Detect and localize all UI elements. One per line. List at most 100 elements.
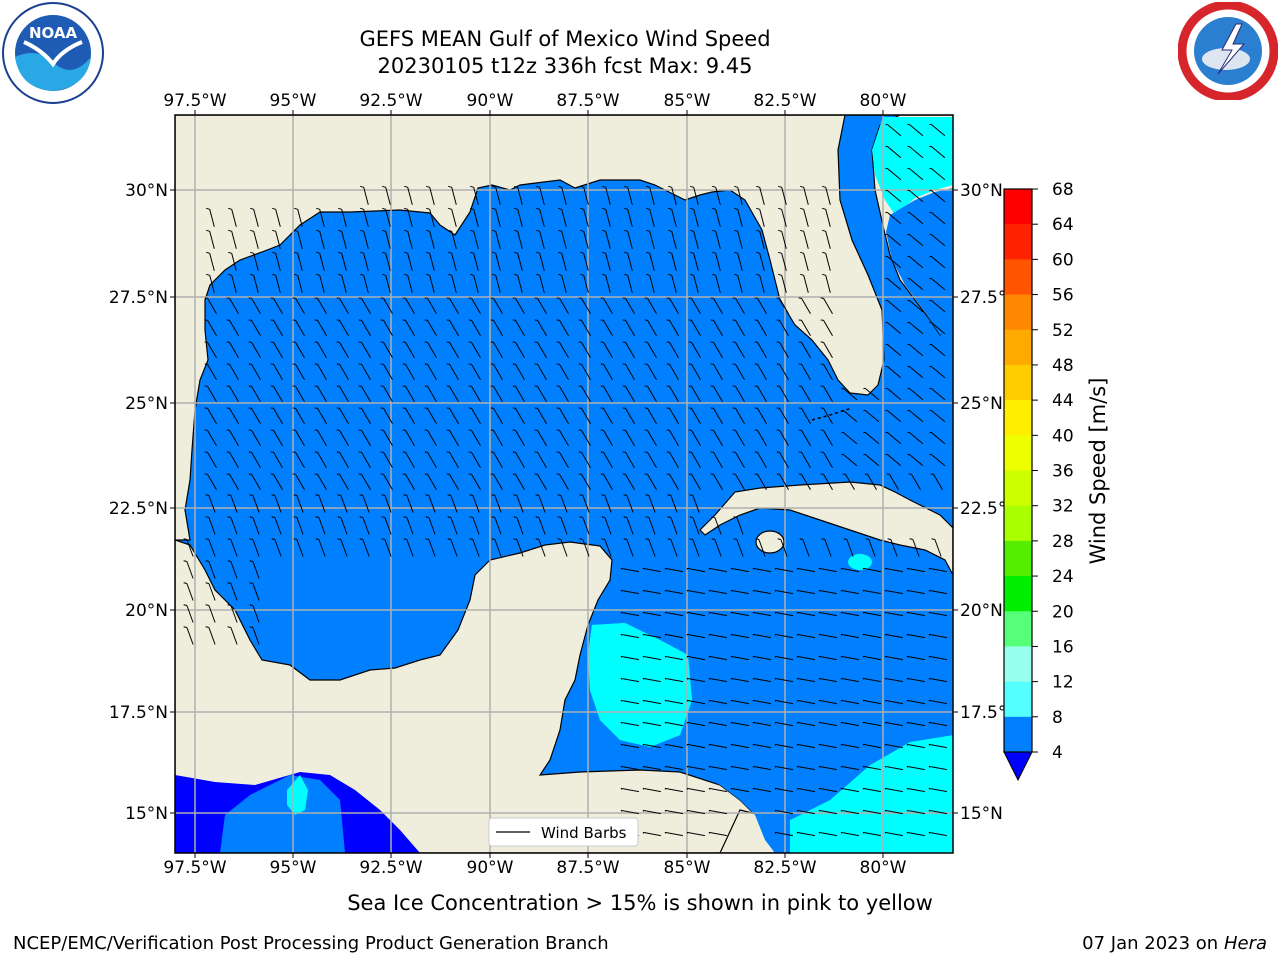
map-area: Wind Barbs — [175, 115, 953, 853]
wind-barb — [536, 229, 545, 249]
wind-barb — [492, 207, 501, 227]
wind-barb — [622, 473, 635, 491]
wind-barb — [818, 787, 837, 793]
wind-barb — [622, 385, 635, 403]
wind-barb — [204, 473, 217, 491]
land-isle-2 — [755, 530, 785, 554]
wind-barb — [774, 589, 793, 595]
wind-barb — [754, 319, 767, 337]
wind-barb — [205, 582, 216, 601]
wind-barb — [248, 385, 261, 403]
wind-barb — [448, 229, 457, 249]
wind-barb — [249, 560, 260, 579]
wind-barb — [469, 538, 480, 557]
wind-barb — [908, 473, 921, 491]
wind-barb — [646, 229, 655, 249]
wind-barb — [336, 429, 349, 447]
wind-barb — [426, 273, 435, 293]
wind-barb — [756, 185, 765, 205]
chart-title: GEFS MEAN Gulf of Mexico Wind Speed — [359, 27, 771, 51]
wind-barb — [774, 743, 793, 749]
wind-barb — [884, 633, 903, 639]
wind-barb — [534, 341, 547, 359]
wind-barb — [774, 787, 793, 793]
wind-barb — [798, 451, 811, 469]
wind-barb — [513, 494, 524, 513]
wind-barb — [578, 407, 591, 425]
wind-barb — [270, 385, 283, 403]
wind-barb — [840, 633, 859, 639]
wind-barb — [358, 297, 371, 315]
wind-barb — [754, 385, 767, 403]
wind-barb — [294, 251, 303, 271]
wind-barb — [468, 341, 481, 359]
legend-label: Wind Barbs — [541, 824, 627, 842]
wind-barb — [688, 473, 701, 491]
wind-barb — [820, 429, 833, 447]
wind-barb — [315, 538, 326, 557]
sea-ice-note: Sea Ice Concentration > 15% is shown in … — [347, 891, 933, 915]
wind-barb — [929, 145, 946, 159]
wind-barb — [227, 582, 238, 601]
wind-barb — [600, 341, 613, 359]
wind-barb — [864, 473, 877, 491]
wind-barb — [642, 567, 661, 573]
wind-barb — [314, 407, 327, 425]
wind-barb — [534, 407, 547, 425]
wind-barb — [536, 251, 545, 271]
wind-barb — [623, 538, 634, 557]
wind-barb — [250, 229, 259, 249]
wind-barb — [271, 494, 282, 513]
wind-barb — [778, 251, 787, 271]
wind-barb — [774, 611, 793, 617]
wind-barb — [270, 319, 283, 337]
wind-barb — [666, 473, 679, 491]
land-cuba — [699, 481, 953, 576]
lon-tick-top: 97.5°W — [163, 91, 226, 111]
wind-barb — [556, 451, 569, 469]
wind-barb — [226, 385, 239, 403]
wind-barb — [204, 451, 217, 469]
wind-barb — [906, 743, 925, 749]
wind-barb — [226, 429, 239, 447]
wind-barb — [600, 385, 613, 403]
wind-barb — [885, 321, 902, 335]
wind-barb — [664, 633, 683, 639]
colorbar-tick: 28 — [1052, 532, 1074, 552]
wind-barb — [778, 229, 787, 249]
wind-barb — [664, 743, 683, 749]
wind-barb — [382, 251, 391, 271]
wind-barb — [534, 429, 547, 447]
colorbar-tick: 52 — [1052, 321, 1074, 341]
wind-barb — [712, 251, 721, 271]
wind-barb — [381, 494, 392, 513]
wind-barb — [338, 251, 347, 271]
lat-tick-right: 27.5° — [960, 288, 1006, 308]
wind-barb — [668, 273, 677, 293]
wind-barb — [204, 385, 217, 403]
wind-barb — [360, 251, 369, 271]
wind-barb — [907, 233, 924, 247]
wind-barb — [446, 385, 459, 403]
wind-barb — [929, 453, 946, 467]
wind-barb — [314, 363, 327, 381]
wind-barb — [820, 297, 833, 315]
wind-barb — [382, 207, 391, 227]
wind-barb — [906, 787, 925, 793]
wind-barb — [885, 453, 902, 467]
wind-barb — [818, 809, 837, 815]
wind-barb — [840, 831, 859, 837]
wind-barb — [734, 273, 743, 293]
wind-barb — [686, 589, 705, 595]
wind-barb — [359, 516, 370, 535]
wind-barb — [818, 611, 837, 617]
wind-barb — [734, 207, 743, 227]
wind-barb — [818, 765, 837, 771]
wind-barb — [402, 319, 415, 337]
wind-barb — [774, 633, 793, 639]
colorbar-extend — [1003, 751, 1033, 782]
wind-barb — [754, 407, 767, 425]
wind-barb — [907, 431, 924, 445]
wind-barb — [840, 589, 859, 595]
wind-barb — [884, 809, 903, 815]
